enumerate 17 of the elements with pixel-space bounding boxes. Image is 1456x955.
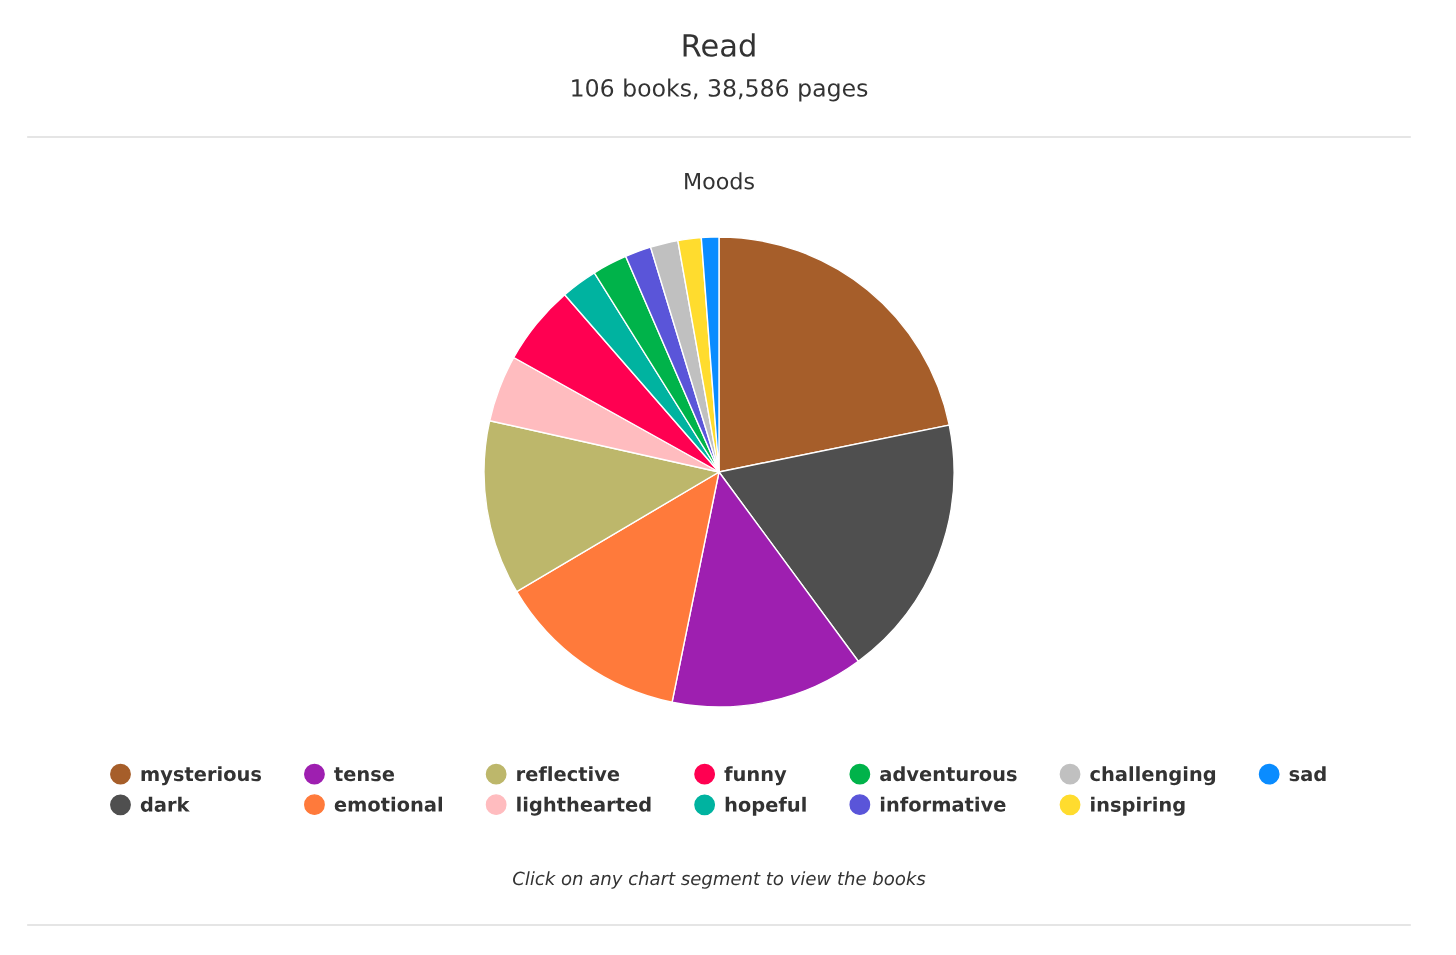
legend-label: informative: [880, 796, 1006, 812]
chart-title: Read: [683, 33, 755, 57]
legend-label: sad: [1289, 766, 1326, 782]
text: Click on any chart segment to view the books: [513, 871, 926, 889]
legend-label: hopeful: [725, 796, 806, 816]
legend-label: adventurous: [880, 766, 1017, 782]
chart-subtitle: 106 books, 38,586 pages: [572, 78, 868, 102]
legend-label: reflective: [517, 766, 620, 782]
legend-label: tense: [334, 767, 395, 782]
legend-label: inspiring: [1091, 796, 1185, 816]
legend-label: lighthearted: [517, 796, 651, 816]
legend-label: funny: [724, 766, 787, 786]
legend-label: challenging: [1090, 766, 1216, 786]
text: Moods: [685, 172, 754, 190]
legend-label: emotional: [334, 796, 443, 812]
legend-label: mysterious: [141, 766, 262, 786]
legend-label: dark: [140, 796, 190, 812]
